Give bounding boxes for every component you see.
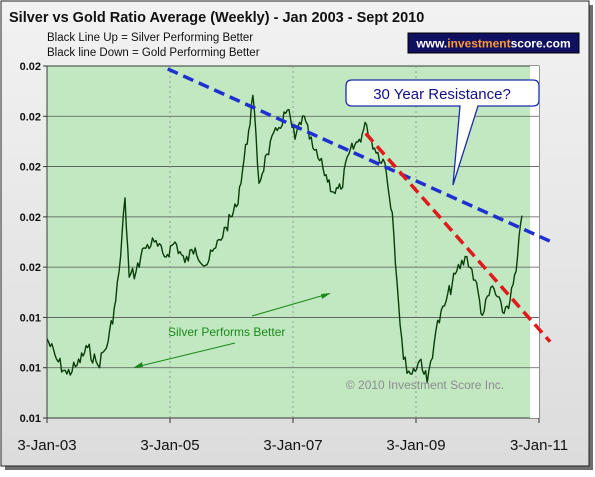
resistance-trend-line: [167, 67, 553, 244]
y-tick-label: 0.01: [20, 363, 41, 375]
silver-annotation-arrow-right: [251, 293, 329, 317]
silver-annotation: Silver Performs Better: [133, 293, 331, 368]
website-part-investment: investment: [447, 37, 510, 51]
chart-subtitle-line-2: Black line Down = Gold Performing Better: [47, 47, 260, 59]
resistance-callout-bubble: [345, 79, 540, 186]
silver-gold-ratio-line: [47, 94, 523, 384]
y-tick-label: 0.01: [20, 312, 41, 324]
x-tick-label: 3-Jan-07: [263, 437, 322, 454]
series-layer: [47, 94, 523, 384]
chart-subtitle-line-1: Black Line Up = Silver Performing Better: [47, 32, 253, 44]
y-tick-label: 0.01: [20, 413, 41, 425]
y-axis: 0.02 0.02 0.02 0.02 0.02 0.01 0.01 0.01: [20, 61, 47, 425]
y-tick-label: 0.02: [20, 61, 41, 73]
y-tick-label: 0.02: [20, 212, 41, 224]
chart-title: Silver vs Gold Ratio Average (Weekly) - …: [9, 10, 424, 26]
website-part-www: www.: [415, 37, 447, 51]
y-tick-label: 0.02: [20, 111, 41, 123]
resistance-callout: 30 Year Resistance?: [345, 79, 540, 186]
x-axis: 3-Jan-03 3-Jan-05 3-Jan-07 3-Jan-09 3-Jan-11: [17, 418, 568, 454]
silver-annotation-arrowhead-left: [133, 362, 143, 368]
copyright-watermark: © 2010 Investment Score Inc.: [346, 378, 504, 392]
x-tick-label: 3-Jan-11: [510, 437, 568, 454]
silver-annotation-arrowhead-right: [321, 293, 331, 299]
trend-layer: [167, 67, 553, 343]
x-tick-label: 3-Jan-09: [386, 437, 445, 454]
website-part-score: score: [511, 37, 543, 51]
y-tick-label: 0.02: [20, 262, 41, 274]
downtrend-line: [364, 132, 552, 343]
website-part-com: .com: [543, 37, 571, 51]
x-tick-label: 3-Jan-05: [140, 437, 199, 454]
silver-annotation-label: Silver Performs Better: [168, 325, 285, 339]
website-badge[interactable]: www.investmentscore.com: [407, 32, 580, 54]
silver-annotation-arrow-left: [135, 342, 236, 368]
resistance-callout-label: 30 Year Resistance?: [373, 86, 511, 103]
plot-area-right-band: [530, 66, 539, 418]
y-tick-label: 0.02: [20, 162, 41, 174]
x-tick-label: 3-Jan-03: [17, 437, 76, 454]
website-badge-bg: [407, 32, 580, 54]
website-link[interactable]: www.investmentscore.com: [415, 37, 570, 51]
